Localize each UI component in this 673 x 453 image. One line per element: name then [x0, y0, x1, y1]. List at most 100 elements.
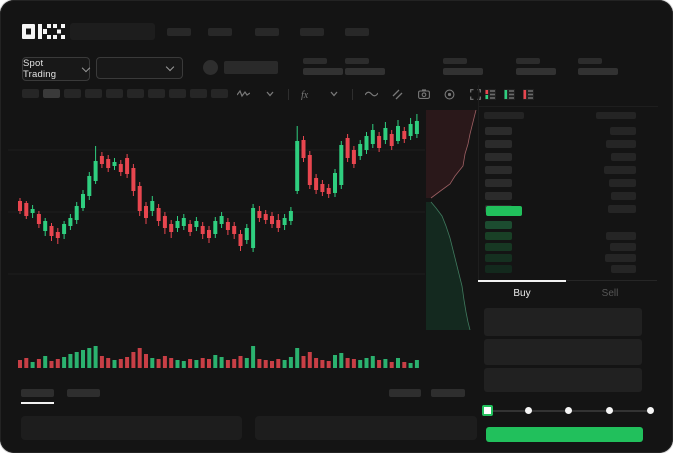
timeframe-button[interactable] — [148, 89, 165, 98]
ask-price-skeleton — [485, 179, 512, 187]
order-book-mode-switcher — [485, 89, 534, 100]
ask-amount-skeleton — [610, 127, 636, 135]
submit-buy-button[interactable] — [486, 427, 643, 442]
bid-amount-skeleton — [610, 243, 636, 251]
ask-row[interactable] — [479, 166, 658, 174]
ask-price-skeleton — [485, 140, 512, 148]
order-book-header-amount — [596, 112, 636, 119]
bid-row[interactable] — [479, 254, 658, 262]
nav-item[interactable] — [167, 28, 191, 36]
bottom-action[interactable] — [389, 389, 421, 397]
ask-amount-skeleton — [608, 205, 636, 213]
okx-logo[interactable] — [22, 24, 66, 39]
volume-chart[interactable] — [8, 332, 425, 368]
bid-price-skeleton — [485, 265, 512, 273]
order-book — [478, 85, 658, 281]
ask-row[interactable] — [479, 179, 658, 187]
compare-icon[interactable] — [390, 88, 405, 100]
bid-row[interactable] — [479, 232, 658, 240]
stat-value-skeleton — [516, 68, 556, 75]
interval-icon[interactable] — [236, 88, 251, 100]
bottom-tab[interactable] — [67, 389, 100, 397]
amount-field[interactable] — [484, 339, 642, 365]
ask-row[interactable] — [479, 192, 658, 200]
pair-selector[interactable] — [96, 57, 183, 79]
stat-label-skeleton — [303, 58, 327, 64]
tab-sell[interactable]: Sell — [601, 288, 619, 299]
divider — [479, 106, 658, 107]
indicators-icon[interactable]: fx — [300, 88, 315, 100]
slider-stop[interactable] — [647, 407, 654, 414]
timeframe-button[interactable] — [106, 89, 123, 98]
bid-row[interactable] — [479, 221, 658, 229]
bottom-panel — [255, 416, 477, 440]
stat-value-skeleton — [578, 68, 618, 75]
settings-icon[interactable] — [442, 88, 457, 100]
bid-row[interactable] — [479, 243, 658, 251]
search-input[interactable] — [70, 23, 155, 40]
bid-price-skeleton — [485, 221, 512, 229]
book-split-icon[interactable] — [485, 89, 496, 100]
svg-text:fx: fx — [301, 90, 309, 100]
book-asks-icon[interactable] — [523, 89, 534, 100]
total-field[interactable] — [484, 368, 642, 392]
ask-price-skeleton — [485, 153, 512, 161]
bottom-tab[interactable] — [21, 389, 54, 397]
timeframe-button[interactable] — [127, 89, 144, 98]
timeframe-button[interactable] — [85, 89, 102, 98]
timeframe-button[interactable] — [190, 89, 207, 98]
slider-stop[interactable] — [525, 407, 532, 414]
chevron-down-icon[interactable] — [326, 88, 341, 100]
timeframe-button[interactable] — [211, 89, 228, 98]
ask-amount-skeleton — [611, 153, 636, 161]
stat-label-skeleton — [443, 58, 467, 64]
ask-amount-skeleton — [606, 140, 636, 148]
divider — [478, 280, 657, 281]
timeframe-button[interactable] — [64, 89, 81, 98]
bottom-action[interactable] — [431, 389, 465, 397]
coin-avatar — [203, 60, 218, 75]
divider — [288, 88, 289, 100]
ask-price-skeleton — [485, 127, 512, 135]
fullscreen-icon[interactable] — [468, 88, 483, 100]
stat-label-skeleton — [578, 58, 602, 64]
ask-row[interactable] — [479, 127, 658, 135]
ask-row[interactable] — [479, 153, 658, 161]
nav-item[interactable] — [208, 28, 232, 36]
timeframe-button[interactable] — [22, 89, 39, 98]
tab-buy[interactable]: Buy — [513, 288, 531, 299]
slider-handle[interactable] — [482, 405, 493, 416]
candlestick-chart[interactable] — [8, 106, 425, 332]
last-price-bar — [486, 206, 522, 216]
nav-item[interactable] — [255, 28, 279, 36]
timeframe-button[interactable] — [43, 89, 60, 98]
camera-icon[interactable] — [416, 88, 431, 100]
timeframe-button[interactable] — [169, 89, 186, 98]
price-field[interactable] — [484, 308, 642, 336]
stat-value-skeleton — [303, 68, 343, 75]
bid-row[interactable] — [479, 265, 658, 273]
nav-item[interactable] — [345, 28, 369, 36]
ask-row[interactable] — [479, 140, 658, 148]
line-tool-icon[interactable] — [364, 88, 379, 100]
market-type-selector[interactable]: Spot Trading — [22, 57, 91, 81]
ask-amount-skeleton — [609, 179, 636, 187]
book-bids-icon[interactable] — [504, 89, 515, 100]
ask-price-skeleton — [485, 192, 512, 200]
bid-price-skeleton — [485, 243, 512, 251]
slider-stop[interactable] — [565, 407, 572, 414]
bottom-panel — [21, 416, 242, 440]
ask-amount-skeleton — [611, 192, 636, 200]
chevron-down-icon[interactable] — [262, 88, 277, 100]
active-tab-indicator — [478, 280, 566, 282]
chevron-down-icon — [165, 62, 175, 71]
bid-amount-skeleton — [611, 265, 636, 273]
active-tab-underline — [21, 402, 54, 404]
bid-amount-skeleton — [605, 254, 636, 262]
last-price-skeleton — [224, 61, 278, 74]
divider — [352, 88, 353, 100]
slider-stop[interactable] — [606, 407, 613, 414]
stat-label-skeleton — [516, 58, 540, 64]
nav-item[interactable] — [300, 28, 324, 36]
